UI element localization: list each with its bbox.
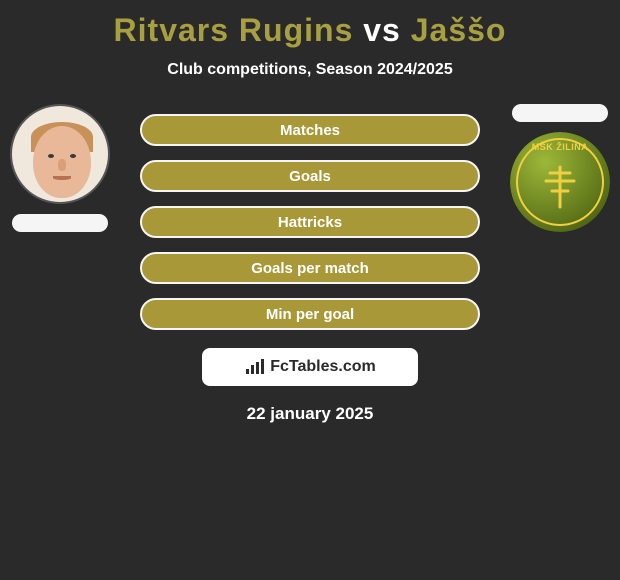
vs-label: vs <box>363 12 401 48</box>
player1-name: Ritvars Rugins <box>114 12 354 48</box>
stat-label: Hattricks <box>278 214 342 231</box>
face-illustration <box>12 106 108 202</box>
content-area: MŠK ŽILINA Matches Goals Hattricks <box>0 104 620 424</box>
player-left-column <box>10 104 110 232</box>
comparison-title: Ritvars Rugins vs Jaššo <box>0 0 620 49</box>
stat-label: Goals <box>289 168 331 185</box>
badge-cross-icon <box>540 163 580 211</box>
branding-badge: FcTables.com <box>202 348 418 386</box>
player-right-column: MŠK ŽILINA <box>510 104 610 232</box>
stat-matches: Matches <box>140 114 480 146</box>
player2-name: Jaššo <box>411 12 507 48</box>
stat-label: Matches <box>280 122 340 139</box>
chart-icon <box>244 358 266 376</box>
player2-country-pill <box>512 104 608 122</box>
stat-hattricks: Hattricks <box>140 206 480 238</box>
stat-label: Min per goal <box>266 306 354 323</box>
subtitle: Club competitions, Season 2024/2025 <box>0 61 620 79</box>
stat-goals-per-match: Goals per match <box>140 252 480 284</box>
player2-club-badge: MŠK ŽILINA <box>510 132 610 232</box>
stat-label: Goals per match <box>251 260 369 277</box>
player1-avatar <box>10 104 110 204</box>
brand-text: FcTables.com <box>270 358 376 376</box>
date-label: 22 january 2025 <box>0 404 620 424</box>
player1-country-pill <box>12 214 108 232</box>
stat-min-per-goal: Min per goal <box>140 298 480 330</box>
stat-goals: Goals <box>140 160 480 192</box>
badge-text: MŠK ŽILINA <box>510 142 610 152</box>
stats-list: Matches Goals Hattricks Goals per match … <box>140 104 480 330</box>
